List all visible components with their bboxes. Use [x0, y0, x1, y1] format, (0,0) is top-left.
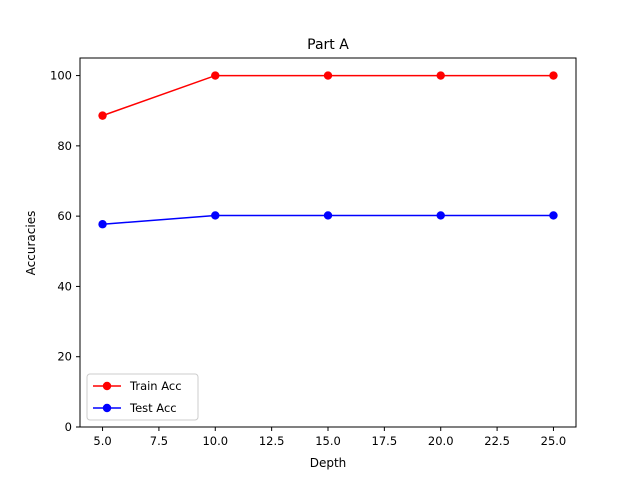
x-tick-label: 15.0 — [315, 434, 341, 448]
y-tick-label: 20 — [57, 350, 72, 364]
data-point — [98, 111, 107, 120]
x-axis-label: Depth — [310, 456, 347, 470]
x-tick-label: 5.0 — [93, 434, 111, 448]
y-axis-label: Accuracies — [24, 211, 38, 276]
y-axis: 0 20 40 60 80 100 — [50, 69, 80, 434]
legend: Train Acc Test Acc — [86, 373, 199, 421]
x-tick-label: 17.5 — [372, 434, 398, 448]
y-tick-label: 40 — [57, 279, 72, 293]
series-train-acc — [98, 71, 558, 120]
x-tick-label: 10.0 — [202, 434, 228, 448]
legend-label: Test Acc — [129, 401, 177, 415]
plot-frame — [79, 57, 577, 428]
chart-title: Part A — [307, 37, 349, 53]
x-tick-label: 22.5 — [484, 434, 510, 448]
y-tick-label: 60 — [57, 209, 72, 223]
series-layer — [98, 71, 558, 229]
legend-marker — [102, 381, 112, 391]
data-point — [549, 71, 558, 80]
legend-label: Train Acc — [129, 379, 182, 393]
series-test-acc — [98, 211, 558, 229]
data-point — [323, 71, 333, 80]
x-tick-label: 25.0 — [541, 434, 567, 448]
plot-area — [79, 57, 577, 428]
data-point — [436, 71, 445, 80]
x-tick-label: 12.5 — [259, 434, 285, 448]
data-point — [323, 211, 333, 220]
y-tick-label: 80 — [57, 139, 72, 153]
data-point — [211, 211, 220, 220]
y-tick-label: 0 — [65, 420, 72, 434]
data-point — [98, 220, 107, 229]
data-point — [436, 211, 445, 220]
x-tick-label: 7.5 — [150, 434, 168, 448]
x-tick-label: 20.0 — [428, 434, 454, 448]
data-point — [549, 211, 558, 220]
legend-item: Train Acc — [93, 379, 182, 393]
data-point — [211, 71, 220, 80]
x-axis: 5.0 7.5 10.0 12.5 15.0 17.5 20.0 22.5 25.0 — [93, 427, 566, 448]
y-tick-label: 100 — [50, 69, 72, 83]
legend-marker — [102, 403, 112, 413]
legend-item: Test Acc — [93, 401, 177, 415]
